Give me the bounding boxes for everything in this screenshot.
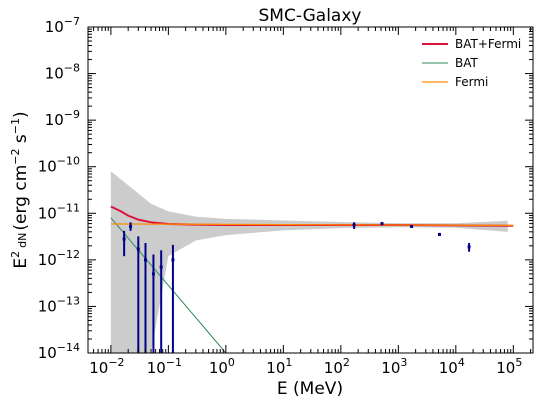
data-point-3 — [136, 247, 140, 251]
data-point-1 — [122, 237, 126, 241]
y-tick-label: 10−10 — [38, 155, 80, 176]
data-point-12 — [467, 245, 471, 249]
y-tick-label: 10−8 — [45, 62, 80, 83]
uncertainty-band — [110, 171, 508, 353]
y-tick-label: 10−12 — [38, 248, 80, 269]
data-point-8 — [352, 223, 356, 227]
data-point-2 — [129, 225, 133, 229]
data-point-11 — [437, 233, 441, 237]
data-point-5 — [151, 272, 155, 276]
data-point-6 — [159, 265, 163, 269]
legend: BAT+Fermi BAT Fermi — [422, 37, 521, 89]
data-point-9 — [380, 222, 384, 226]
legend-label: BAT — [455, 56, 479, 70]
axis-ticks: 10−2 10−1 100 101 102 103 104 105 10−14 10−13 10−1… — [38, 15, 533, 377]
y-tick-label: 10−11 — [38, 201, 80, 222]
y-tick-label: 10−7 — [45, 15, 80, 36]
y-tick-label: 10−13 — [38, 294, 80, 315]
y-tick-label: 10−9 — [45, 108, 80, 129]
series-line-bat — [110, 217, 227, 353]
svg-text:E2dN(erg cm−2 s−1): E2dN(erg cm−2 s−1) — [9, 111, 31, 268]
x-tick-label: 10−1 — [147, 356, 182, 377]
data-point-7 — [171, 258, 175, 262]
x-tick-label: 10−2 — [89, 356, 124, 377]
x-tick-label: 102 — [324, 356, 350, 377]
x-tick-label: 100 — [209, 356, 235, 377]
plot-contents — [110, 171, 514, 353]
x-tick-label: 104 — [439, 356, 465, 377]
x-tick-label: 103 — [381, 356, 407, 377]
x-tick-label: 101 — [266, 356, 292, 377]
x-axis-label: E (MeV) — [277, 379, 343, 399]
series-line-fermi — [110, 223, 514, 226]
legend-label: Fermi — [455, 75, 488, 89]
y-tick-label: 10−14 — [38, 341, 80, 362]
data-point-10 — [410, 225, 414, 229]
data-point-4 — [143, 258, 147, 262]
chart-title: SMC-Galaxy — [259, 6, 362, 26]
legend-label: BAT+Fermi — [455, 37, 521, 51]
x-tick-label: 105 — [496, 356, 522, 377]
y-axis-label: E2dN(erg cm−2 s−1) — [9, 111, 31, 268]
